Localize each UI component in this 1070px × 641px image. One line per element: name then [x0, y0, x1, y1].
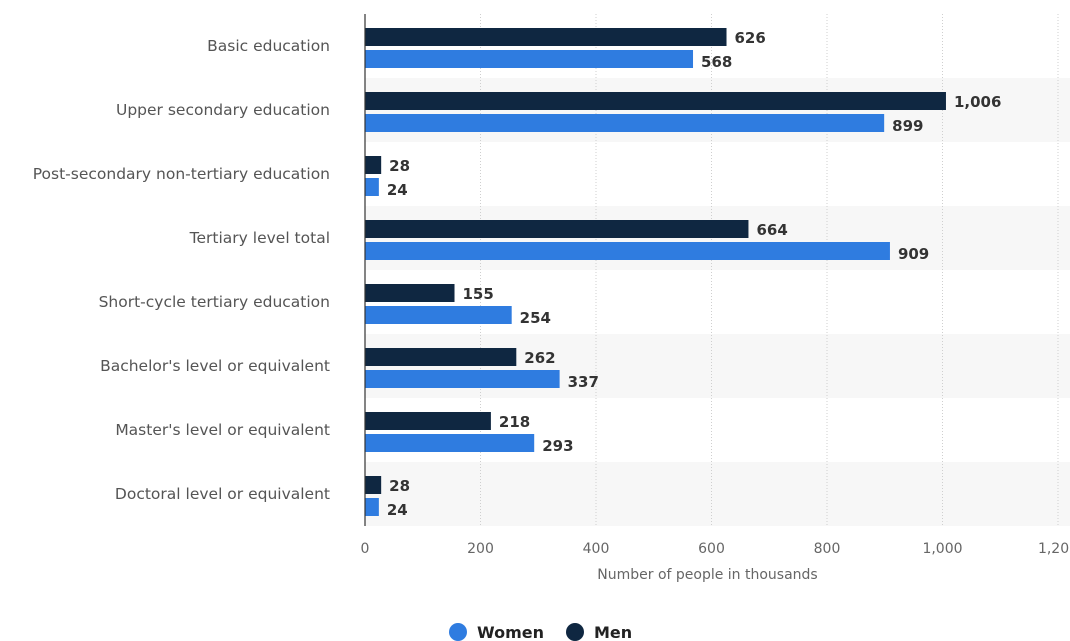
category-label: Upper secondary education: [116, 101, 330, 119]
legend-women-marker[interactable]: [449, 623, 467, 641]
value-label-men: 262: [524, 349, 555, 367]
category-label: Basic education: [207, 37, 330, 55]
legend-women-label[interactable]: Women: [477, 623, 544, 641]
bar-women[interactable]: [365, 178, 379, 196]
bar-women[interactable]: [365, 434, 535, 452]
x-axis-ticks: 0 200 400 600 800 1,000 1,200: [361, 541, 1070, 557]
value-label-men: 626: [735, 29, 766, 47]
value-label-women: 899: [892, 117, 923, 135]
value-label-men: 1,006: [954, 93, 1001, 111]
bar-women[interactable]: [365, 50, 694, 68]
category-label: Short-cycle tertiary education: [99, 293, 330, 311]
value-label-men: 28: [389, 157, 410, 175]
value-label-men: 155: [463, 285, 494, 303]
legend-item-women[interactable]: Women: [449, 623, 544, 641]
bar-men[interactable]: [365, 348, 517, 366]
category-labels: Basic education Upper secondary education…: [33, 37, 330, 503]
value-label-women: 337: [568, 373, 599, 391]
x-tick-label: 800: [814, 541, 841, 557]
x-tick-label: 400: [583, 541, 610, 557]
bar-women[interactable]: [365, 498, 379, 516]
category-label: Bachelor's level or equivalent: [100, 357, 330, 375]
x-tick-label: 1,200: [1038, 541, 1070, 557]
legend[interactable]: Women Men: [449, 623, 632, 641]
bar-women[interactable]: [365, 370, 560, 388]
legend-item-men[interactable]: Men: [566, 623, 632, 641]
row-band: [365, 462, 1070, 526]
x-tick-label: 1,000: [922, 541, 962, 557]
bar-men[interactable]: [365, 284, 455, 302]
bar-men[interactable]: [365, 28, 727, 46]
bars: [365, 28, 946, 516]
bar-men[interactable]: [365, 220, 749, 238]
legend-men-marker[interactable]: [566, 623, 584, 641]
value-label-men: 28: [389, 477, 410, 495]
bar-women[interactable]: [365, 242, 890, 260]
value-label-women: 24: [387, 501, 408, 519]
value-label-women: 568: [701, 53, 732, 71]
value-label-women: 254: [520, 309, 551, 327]
category-label: Post-secondary non-tertiary education: [33, 165, 330, 183]
category-label: Tertiary level total: [189, 229, 330, 247]
x-tick-label: 600: [698, 541, 725, 557]
x-axis-title: Number of people in thousands: [597, 567, 817, 583]
value-label-women: 293: [542, 437, 573, 455]
category-label: Doctoral level or equivalent: [115, 485, 330, 503]
value-label-women: 24: [387, 181, 408, 199]
x-tick-label: 200: [467, 541, 494, 557]
bar-men[interactable]: [365, 412, 491, 430]
bar-men[interactable]: [365, 156, 382, 174]
value-label-men: 218: [499, 413, 530, 431]
category-label: Master's level or equivalent: [115, 421, 330, 439]
legend-men-label[interactable]: Men: [594, 623, 632, 641]
bar-women[interactable]: [365, 306, 512, 324]
value-label-women: 909: [898, 245, 929, 263]
bar-women[interactable]: [365, 114, 885, 132]
bar-men[interactable]: [365, 476, 382, 494]
bar-men[interactable]: [365, 92, 946, 110]
x-tick-label: 0: [361, 541, 370, 557]
value-label-men: 664: [756, 221, 787, 239]
